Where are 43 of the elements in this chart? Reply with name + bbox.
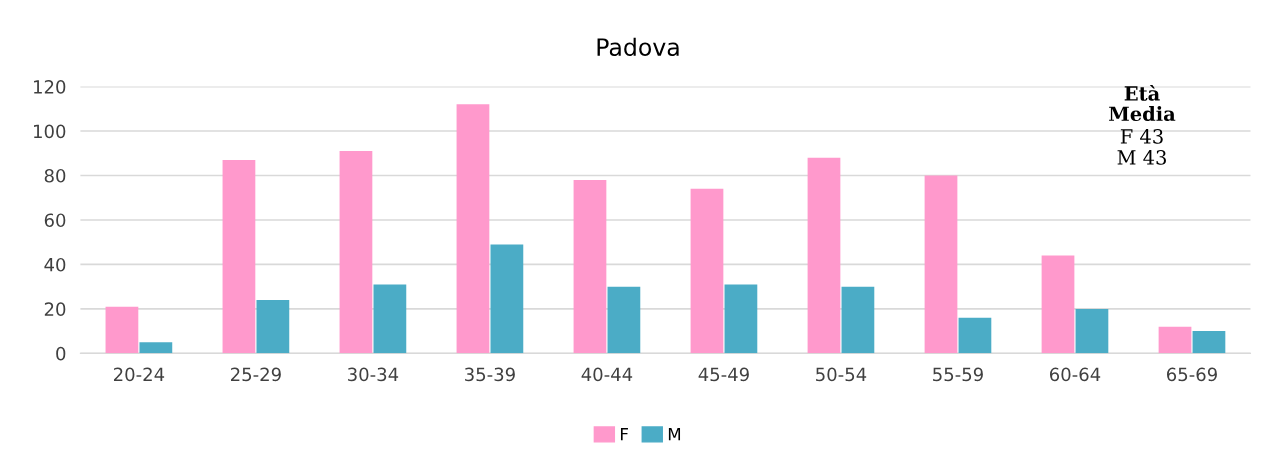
- x-tick-label: 60-64: [1049, 367, 1101, 382]
- legend-label: F: [620, 428, 628, 441]
- annotation: F 43: [1120, 128, 1163, 144]
- bar: [1158, 326, 1192, 354]
- annotation: Età Media: [1109, 84, 1176, 122]
- bar: [573, 179, 607, 354]
- x-tick-label: 25-29: [230, 367, 281, 382]
- y-tick-label: 40: [44, 257, 66, 272]
- y-tick-label: 120: [34, 80, 66, 94]
- bar: [256, 299, 290, 354]
- bar: [1075, 308, 1109, 354]
- annotation: M 43: [1117, 150, 1166, 165]
- x-tick-label: 20-24: [113, 367, 165, 382]
- y-tick-label: 0: [56, 346, 66, 361]
- bar: [339, 151, 373, 354]
- chart-title: Padova: [597, 37, 679, 56]
- y-tick-label: 80: [44, 168, 66, 183]
- bar: [841, 286, 875, 354]
- legend-label: M: [668, 428, 681, 441]
- x-tick-label: 30-34: [348, 367, 399, 382]
- bar: [924, 175, 958, 354]
- bar: [1041, 255, 1075, 354]
- bar: [222, 159, 256, 354]
- bar: [373, 284, 407, 354]
- bar: [690, 188, 724, 354]
- bar: [139, 342, 173, 354]
- bar: [807, 157, 841, 354]
- x-tick-label: 45-49: [698, 367, 749, 382]
- bar: [456, 104, 490, 354]
- bar: [607, 286, 641, 354]
- bar: [105, 306, 139, 354]
- y-tick-label: 100: [34, 124, 66, 139]
- y-tick-label: 60: [44, 213, 66, 228]
- x-tick-label: 50-54: [816, 367, 867, 382]
- bar: [724, 284, 758, 354]
- x-tick-label: 55-59: [933, 367, 983, 382]
- bar: [1192, 331, 1226, 354]
- x-tick-label: 40-44: [581, 367, 633, 382]
- bar: [490, 244, 524, 354]
- y-tick-label: 20: [44, 302, 66, 316]
- x-tick-label: 35-39: [465, 367, 515, 382]
- bar: [958, 317, 992, 354]
- x-tick-label: 65-69: [1167, 367, 1217, 382]
